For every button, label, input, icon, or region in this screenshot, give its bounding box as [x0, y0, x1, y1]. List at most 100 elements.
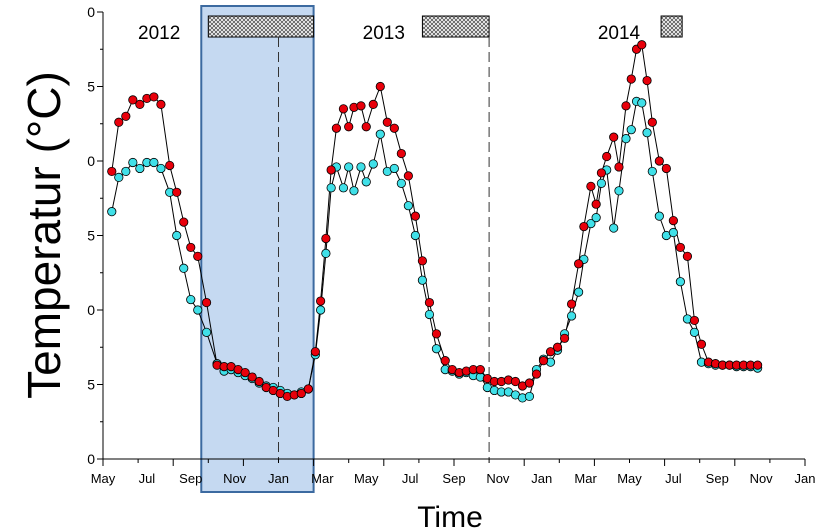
data-point-red — [338, 104, 349, 114]
data-point-red — [368, 99, 378, 109]
data-point-red — [626, 74, 636, 84]
x-tick-label: Jul — [402, 471, 419, 486]
data-point-red — [475, 364, 485, 375]
data-point-cyan — [349, 186, 359, 196]
x-tick-label: Sep — [706, 471, 729, 486]
y-tick-label: 5 — [87, 377, 95, 393]
data-point-cyan — [201, 327, 212, 337]
data-point-red — [361, 122, 371, 132]
data-point-red — [591, 199, 601, 209]
axes: 0 5 0 5 0 5 0 May Jul Sep Nov Jan Mar May Jul Sep Nov Jan… — [87, 4, 815, 486]
data-point-red — [303, 384, 313, 394]
x-tick-label: May — [91, 471, 116, 486]
data-point-red — [524, 378, 535, 388]
data-point-cyan — [396, 178, 406, 188]
data-point-red — [675, 242, 685, 253]
data-point-red — [586, 181, 596, 191]
x-tick-label: Sep — [179, 471, 202, 486]
data-point-red — [621, 101, 631, 111]
data-point-cyan — [186, 294, 196, 305]
data-point-red — [396, 148, 406, 159]
hatched-period-bar — [207, 15, 315, 38]
data-point-cyan — [609, 223, 619, 233]
data-point-red — [552, 342, 563, 352]
data-point-red — [753, 360, 763, 370]
data-point-cyan — [107, 207, 117, 217]
x-tick-label: Jul — [665, 471, 682, 486]
data-point-red — [545, 347, 556, 357]
data-point-red — [696, 339, 707, 349]
data-point-red — [165, 160, 175, 171]
data-point-red — [661, 163, 671, 174]
y-tick-label: 0 — [87, 451, 95, 467]
data-point-cyan — [193, 305, 203, 315]
data-point-red — [403, 171, 413, 181]
y-tick-label: 5 — [87, 79, 95, 95]
year-label: 2013 — [363, 23, 405, 44]
data-point-cyan — [566, 311, 577, 321]
data-point-cyan — [338, 183, 349, 193]
data-point-cyan — [156, 163, 166, 174]
data-point-red — [410, 211, 420, 221]
y-tick-label: 5 — [87, 228, 95, 244]
data-point-cyan — [389, 163, 399, 174]
x-tick-label: Sep — [442, 471, 465, 486]
data-point-red — [201, 297, 212, 308]
x-tick-label: Mar — [311, 471, 334, 486]
data-point-red — [510, 376, 521, 387]
winter-highlight-box — [200, 5, 315, 493]
data-point-red — [559, 333, 570, 343]
y-tick-label: 0 — [87, 4, 95, 20]
data-point-cyan — [135, 163, 145, 174]
data-point-red — [375, 81, 385, 92]
data-point-red — [682, 251, 693, 261]
data-point-cyan — [344, 162, 354, 172]
data-point-cyan — [637, 98, 647, 108]
highlight-layer — [200, 5, 683, 493]
data-point-cyan — [614, 186, 624, 196]
data-point-red — [172, 187, 182, 197]
data-point-red — [654, 156, 664, 166]
labels-layer: 2012 2013 2014 — [138, 23, 641, 44]
data-point-red — [614, 162, 624, 172]
series-layer — [107, 40, 763, 403]
data-point-cyan — [647, 166, 657, 177]
x-tick-label: Mar — [574, 471, 597, 486]
data-point-red — [156, 99, 166, 109]
data-point-red — [186, 242, 196, 253]
data-point-red — [637, 40, 647, 50]
data-point-cyan — [591, 213, 601, 223]
data-point-red — [689, 315, 700, 326]
data-point-red — [135, 99, 145, 109]
x-tick-label: Jan — [268, 471, 289, 486]
x-axis-label: Time — [417, 501, 483, 532]
x-tick-label: Nov — [223, 471, 247, 486]
x-tick-label: May — [617, 471, 642, 486]
data-point-cyan — [179, 263, 189, 273]
year-label: 2014 — [598, 23, 641, 44]
data-point-red — [121, 111, 131, 121]
data-point-cyan — [316, 305, 326, 315]
data-point-red — [247, 372, 257, 382]
data-point-cyan — [431, 344, 442, 354]
x-tick-label: Jul — [139, 471, 156, 486]
data-point-red — [128, 95, 138, 105]
data-point-cyan — [114, 172, 124, 182]
data-point-red — [596, 168, 607, 178]
data-point-red — [316, 296, 326, 306]
data-point-red — [538, 356, 549, 366]
data-point-red — [240, 367, 250, 378]
year-label: 2012 — [138, 23, 180, 44]
data-point-red — [574, 259, 584, 269]
data-point-cyan — [524, 391, 535, 402]
data-point-red — [254, 376, 264, 387]
data-point-red — [642, 75, 652, 86]
data-point-cyan — [675, 277, 685, 287]
x-tick-label: Jan — [795, 471, 816, 486]
data-point-cyan — [121, 166, 131, 177]
data-point-red — [431, 329, 442, 339]
data-point-red — [344, 122, 354, 132]
data-point-red — [417, 256, 428, 266]
data-point-red — [296, 388, 306, 399]
